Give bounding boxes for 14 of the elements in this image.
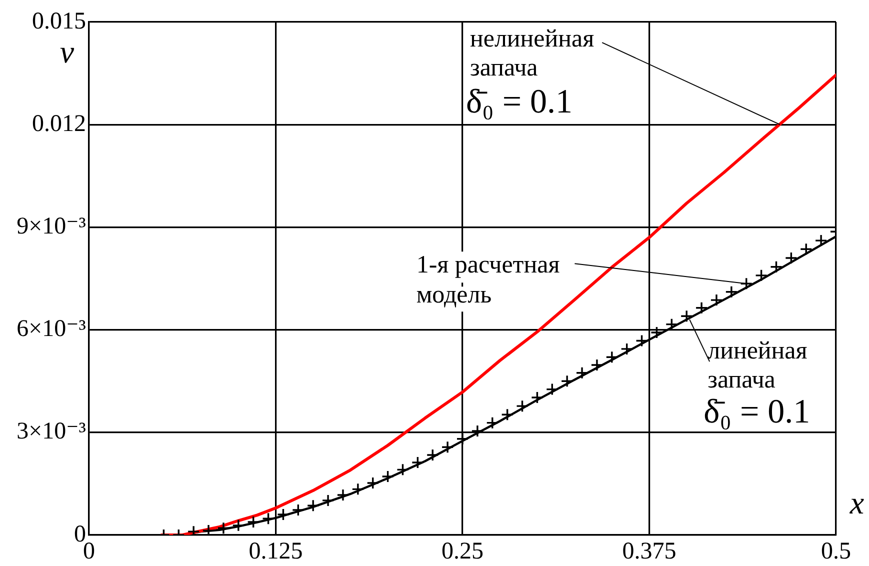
y-axis-title: v (60, 33, 75, 70)
annotation: нелинейная запача δ̄₀ = 0.1 (466, 26, 595, 121)
x-tick-label: 0.25 (442, 538, 484, 565)
annotation: линейная запача δ̄₀ = 0.1 (704, 338, 810, 431)
x-tick-label: 0.5 (821, 538, 851, 565)
y-tick-label: 9×10⁻³ (16, 213, 86, 240)
x-tick-label: 0.125 (248, 538, 303, 565)
y-tick-label: 0.015 (32, 8, 86, 34)
y-tick-label: 0.012 (32, 110, 86, 137)
x-axis-title: x (848, 484, 864, 520)
annotation: 1-я расчетная модель (416, 252, 560, 309)
y-tick-label: 3×10⁻³ (16, 418, 86, 445)
y-tick-label: 6×10⁻³ (16, 316, 86, 342)
x-tick-label: 0.375 (622, 538, 676, 565)
